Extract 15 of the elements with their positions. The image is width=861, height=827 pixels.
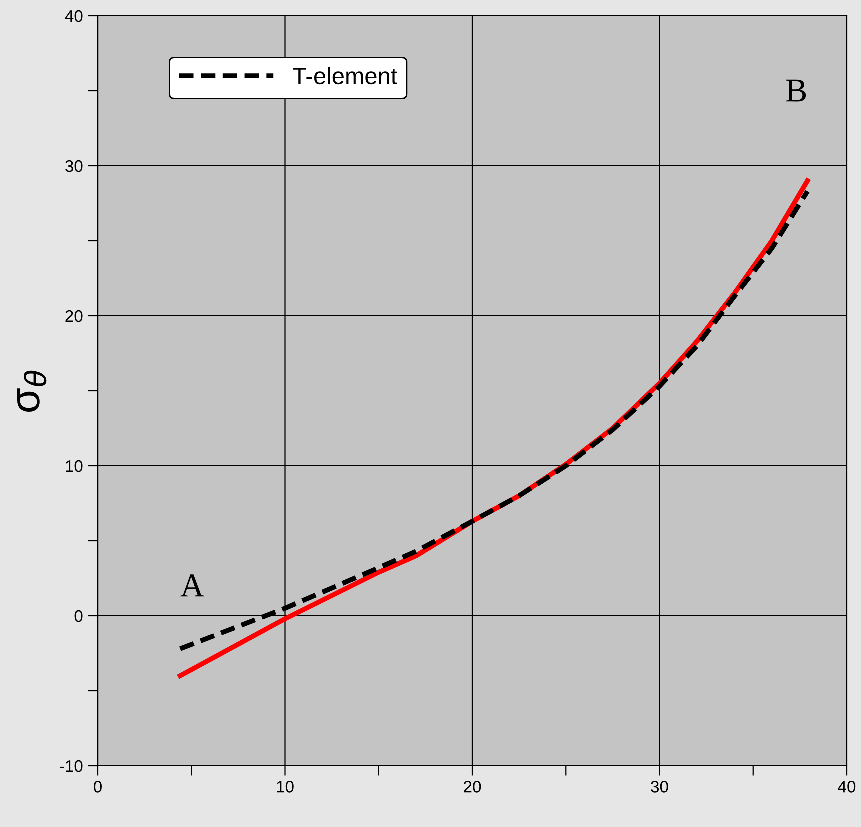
x-tick-label: 10 (277, 781, 294, 793)
annotation: B (786, 80, 806, 102)
x-tick-label: 40 (838, 781, 856, 793)
y-tick-label: -10 (60, 760, 83, 772)
legend-label: T-element (293, 67, 398, 85)
y-tick-label: 10 (66, 460, 83, 472)
x-tick-label: 0 (94, 781, 102, 793)
x-tick-label: 20 (464, 781, 482, 793)
x-tick-label: 30 (651, 781, 668, 793)
y-tick-label: 30 (66, 160, 83, 172)
y-tick-label: 0 (74, 610, 83, 622)
y-tick-label: 40 (65, 10, 83, 22)
y-axis-title: σ$_{θ}$ (17, 370, 47, 412)
annotation: A (180, 574, 204, 597)
y-tick-label: 20 (66, 310, 83, 322)
